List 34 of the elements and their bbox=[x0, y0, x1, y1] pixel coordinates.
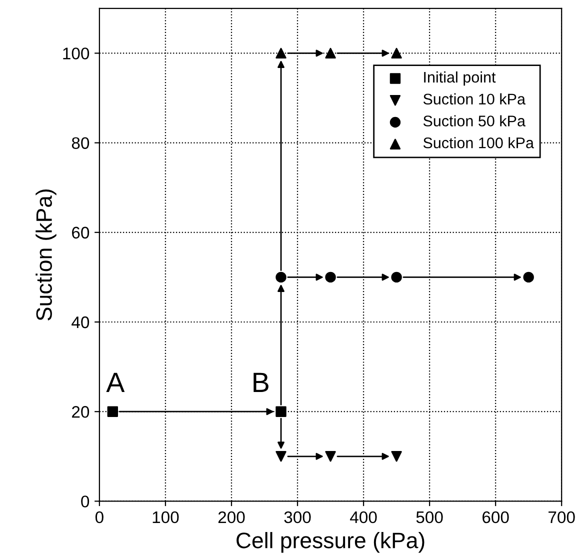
y-tick-label: 60 bbox=[72, 226, 90, 239]
y-tick-label: 40 bbox=[72, 316, 90, 328]
x-axis-title: Cell pressure (kPa) bbox=[236, 532, 424, 553]
y-tick-label: 0 bbox=[81, 496, 90, 508]
legend-label: Suction 100 kPa bbox=[423, 137, 534, 148]
x-tick-label: 300 bbox=[284, 511, 311, 524]
x-tick-label: 0 bbox=[95, 511, 104, 524]
x-tick-label: 500 bbox=[416, 511, 443, 524]
x-tick-label: 600 bbox=[482, 511, 509, 524]
y-tick-label: 20 bbox=[72, 406, 90, 418]
y-tick-label: 80 bbox=[72, 137, 90, 150]
point bbox=[107, 406, 118, 417]
legend-label: Suction 50 kPa bbox=[423, 115, 526, 126]
x-tick-label: 100 bbox=[152, 511, 179, 524]
legend-label: Suction 10 kPa bbox=[423, 93, 526, 105]
annotation: B bbox=[254, 372, 268, 392]
point bbox=[391, 272, 402, 283]
point bbox=[276, 406, 286, 417]
legend-label: Initial point bbox=[424, 71, 496, 86]
y-axis-title: Suction (kPa) bbox=[36, 189, 56, 320]
point bbox=[276, 451, 286, 462]
y-tick-label: 100 bbox=[63, 48, 90, 60]
annotation: A bbox=[106, 372, 125, 392]
x-tick-label: 700 bbox=[548, 511, 575, 524]
point bbox=[391, 451, 402, 462]
x-tick-label: 200 bbox=[218, 511, 245, 524]
point bbox=[523, 272, 534, 283]
point bbox=[276, 272, 286, 283]
point bbox=[276, 48, 286, 59]
point bbox=[325, 272, 336, 283]
point bbox=[391, 48, 402, 59]
point bbox=[325, 48, 336, 59]
point bbox=[325, 451, 336, 462]
x-tick-label: 400 bbox=[350, 511, 377, 524]
